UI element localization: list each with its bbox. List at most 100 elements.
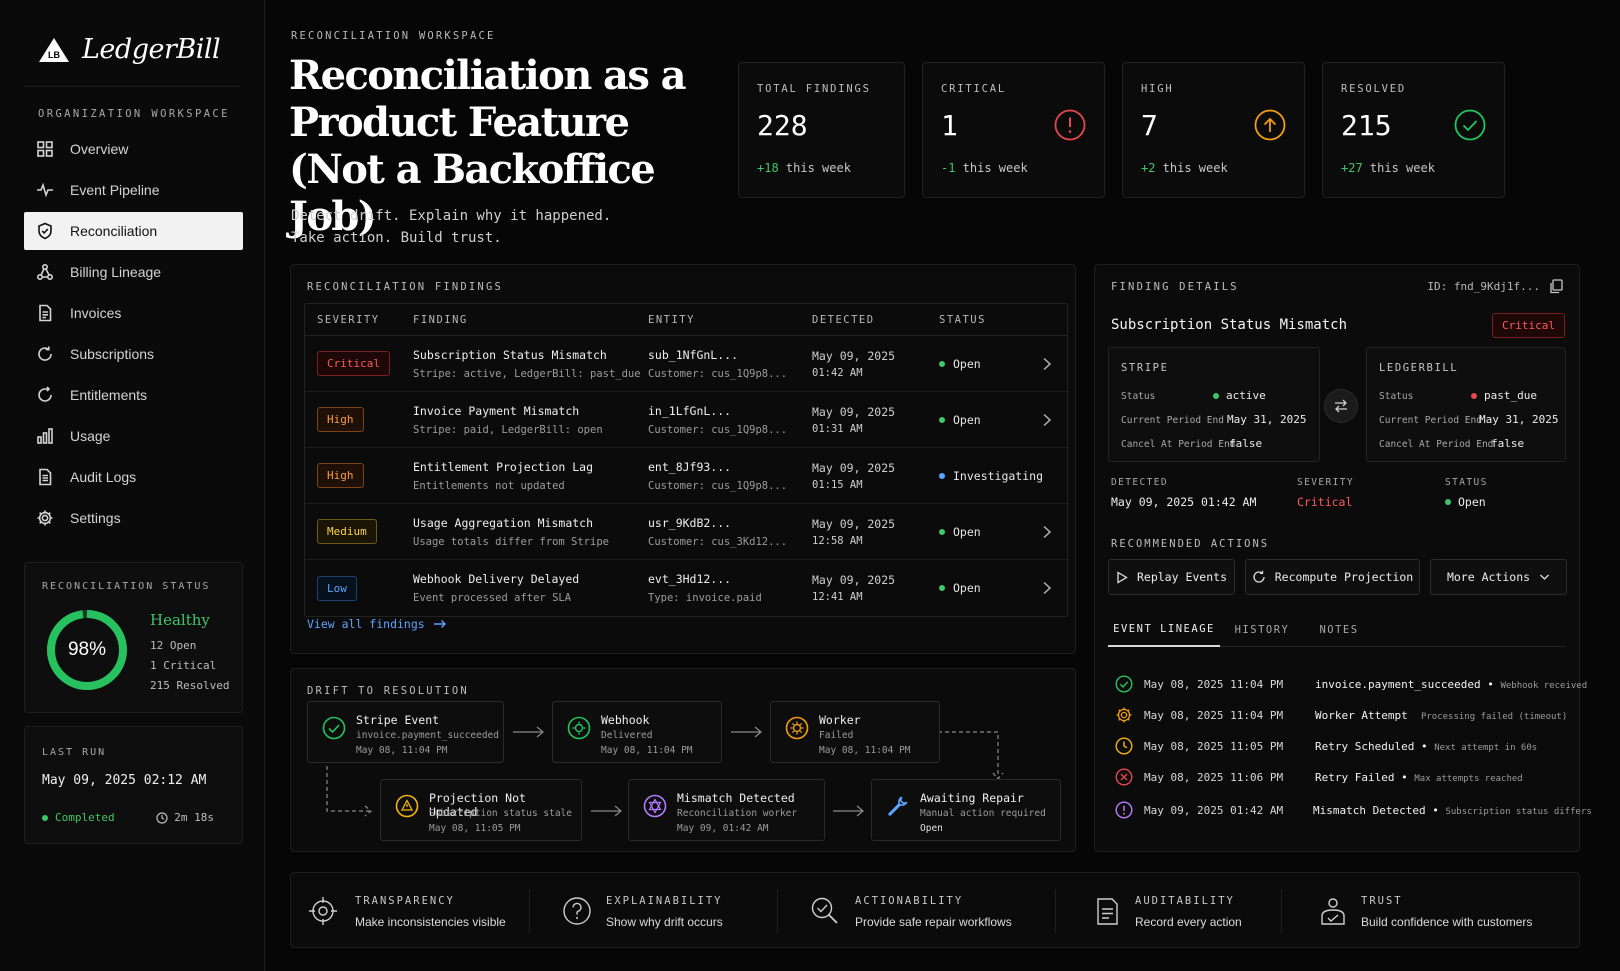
sidebar-item-overview[interactable]: Overview <box>24 130 243 168</box>
finding-id-text: ID: fnd_9Kdj1f... <box>1427 280 1540 293</box>
principle-heading: TRANSPARENCY <box>355 895 455 907</box>
kpi-delta-value: -1 <box>941 161 956 175</box>
entity-detail: Customer: cus_1Q9p8... <box>648 479 788 492</box>
kpi-value: 7 <box>1141 109 1158 142</box>
view-all-findings-link[interactable]: View all findings <box>307 617 447 631</box>
copy-icon[interactable] <box>1549 279 1563 294</box>
divider <box>777 889 778 933</box>
health-ring-arc <box>47 610 127 690</box>
column-header[interactable]: DETECTED <box>812 313 875 326</box>
node-time: May 08, 11:04 PM <box>601 745 693 756</box>
sidebar-item-invoices[interactable]: Invoices <box>24 294 243 332</box>
warning-icon <box>395 794 419 818</box>
entity-id: sub_1NfGnL... <box>648 347 739 362</box>
chevron-right-icon[interactable] <box>1041 581 1053 595</box>
detected-time: 01:31 AM <box>812 422 863 435</box>
sidebar-item-settings[interactable]: Settings <box>24 499 243 537</box>
entity-detail: Type: invoice.paid <box>648 592 762 604</box>
event-title: invoice.payment_succeeded <box>1315 677 1481 691</box>
table-row[interactable]: High Entitlement Projection Lag Entitleme… <box>305 448 1067 504</box>
chevron-right-icon[interactable] <box>1041 413 1053 427</box>
flow-node-stripe-event[interactable]: Stripe Event invoice.payment_succeeded M… <box>307 701 504 763</box>
lineage-event[interactable]: May 08, 2025 11:04 PM invoice.payment_su… <box>1115 673 1587 695</box>
findings-panel: RECONCILIATION FINDINGS SEVERITY FINDING… <box>290 264 1076 654</box>
tab-history[interactable]: HISTORY <box>1234 624 1290 636</box>
sidebar-item-label: Usage <box>70 428 111 444</box>
status-dot <box>939 472 945 479</box>
sidebar-item-label: Entitlements <box>70 387 148 403</box>
compare-swap-button[interactable] <box>1324 389 1358 423</box>
panel-title: RECONCILIATION FINDINGS <box>307 281 503 293</box>
kpi-high[interactable]: HIGH 7 +2 this week <box>1122 62 1305 198</box>
event-note: Processing failed (timeout) <box>1420 711 1568 722</box>
refresh-icon <box>1253 570 1265 583</box>
principle-explainability: EXPLAINABILITY Show why drift occurs <box>561 873 791 949</box>
table-row[interactable]: Low Webhook Delivery Delayed Event proces… <box>305 560 1067 616</box>
chevron-right-icon[interactable] <box>1041 357 1053 371</box>
column-header[interactable]: STATUS <box>939 313 986 326</box>
chevron-right-icon[interactable] <box>1041 525 1053 539</box>
column-header[interactable]: FINDING <box>413 313 468 326</box>
sidebar-item-label: Audit Logs <box>70 469 137 485</box>
kpi-critical[interactable]: CRITICAL 1 -1 this week <box>922 62 1105 198</box>
sidebar-item-subscriptions[interactable]: Subscriptions <box>24 335 243 373</box>
stripe-state-card: STRIPE Status active Current Period End … <box>1108 347 1320 462</box>
kpi-resolved[interactable]: RESOLVED 215 +27 this week <box>1322 62 1505 198</box>
info-circle-icon <box>1115 801 1133 819</box>
recompute-projection-button[interactable]: Recompute Projection <box>1245 559 1420 595</box>
flow-node-worker[interactable]: Worker Failed May 08, 11:04 PM <box>770 701 940 763</box>
node-subtitle: Reconciliation worker <box>677 808 798 819</box>
tab-event-lineage[interactable]: EVENT LINEAGE <box>1108 613 1220 647</box>
principle-heading: EXPLAINABILITY <box>606 895 723 907</box>
open-count: 12 Open <box>150 639 197 652</box>
principle-text: Build confidence with customers <box>1361 915 1533 929</box>
field-label: Status <box>1121 391 1156 402</box>
flow-node-awaiting-repair[interactable]: Awaiting Repair Manual action required O… <box>871 779 1061 841</box>
reconciliation-status-card: RECONCILIATION STATUS 98% Healthy 12 Ope… <box>24 562 243 713</box>
brand[interactable]: LB LedgerBill <box>38 34 221 65</box>
detected-date: May 09, 2025 <box>812 516 896 531</box>
sidebar-item-usage[interactable]: Usage <box>24 417 243 455</box>
value-text: active <box>1226 389 1266 402</box>
event-note: Next attempt in 60s <box>1434 742 1538 753</box>
column-header[interactable]: ENTITY <box>648 313 695 326</box>
tab-notes[interactable]: NOTES <box>1319 624 1359 636</box>
sidebar-item-billing-lineage[interactable]: Billing Lineage <box>24 253 243 291</box>
lineage-event[interactable]: May 08, 2025 11:05 PM Retry Scheduled • … <box>1115 735 1565 757</box>
sidebar-item-label: Overview <box>70 141 129 157</box>
flow-node-webhook[interactable]: Webhook Delivered May 08, 11:04 PM <box>552 701 722 763</box>
lineage-event[interactable]: May 08, 2025 11:04 PM Worker Attempt Pro… <box>1115 704 1568 726</box>
replay-events-button[interactable]: Replay Events <box>1108 559 1235 595</box>
kpi-delta: -1 this week <box>941 161 1028 175</box>
table-row[interactable]: High Invoice Payment Mismatch Stripe: pai… <box>305 392 1067 448</box>
flow-node-projection-not-updated[interactable]: Projection Not Updated Subscription stat… <box>380 779 582 841</box>
stripe-period-value: May 31, 2025 <box>1227 413 1307 426</box>
kpi-total-findings[interactable]: TOTAL FINDINGS 228 +18 this week <box>738 62 905 198</box>
detected-date: May 09, 2025 <box>812 404 896 419</box>
sidebar-item-audit-logs[interactable]: Audit Logs <box>24 458 243 496</box>
wrench-icon <box>888 796 908 816</box>
table-row[interactable]: Medium Usage Aggregation Mismatch Usage t… <box>305 504 1067 560</box>
health-percent: 98% <box>67 639 107 660</box>
lineage-event[interactable]: May 09, 2025 01:42 AM Mismatch Detected … <box>1115 799 1592 821</box>
lineage-event[interactable]: May 08, 2025 11:06 PM Retry Failed • Max… <box>1115 766 1565 788</box>
title-line: Product Feature <box>289 99 630 146</box>
sidebar-item-entitlements[interactable]: Entitlements <box>24 376 243 414</box>
duration-text: 2m 18s <box>174 811 214 824</box>
sidebar-item-event-pipeline[interactable]: Event Pipeline <box>24 171 243 209</box>
clock-icon <box>1115 737 1133 755</box>
column-header[interactable]: SEVERITY <box>317 313 380 326</box>
last-run-date: May 09, 2025 02:12 AM <box>42 773 207 788</box>
node-time: May 08, 11:04 PM <box>819 745 911 756</box>
flow-node-mismatch-detected[interactable]: Mismatch Detected Reconciliation worker … <box>628 779 825 841</box>
table-row[interactable]: Critical Subscription Status Mismatch Str… <box>305 336 1067 392</box>
node-time: May 08, 11:04 PM <box>356 745 448 756</box>
page-title: Reconciliation as a Product Feature (Not… <box>289 52 719 240</box>
sidebar-item-reconciliation[interactable]: Reconciliation <box>24 212 243 250</box>
more-actions-dropdown[interactable]: More Actions <box>1430 559 1567 595</box>
kpi-delta-value: +27 <box>1341 161 1363 175</box>
status-indicator: Open <box>939 357 1049 371</box>
stripe-status-value: active <box>1213 389 1266 402</box>
node-title: Mismatch Detected <box>677 791 795 805</box>
status-dot <box>42 814 48 821</box>
